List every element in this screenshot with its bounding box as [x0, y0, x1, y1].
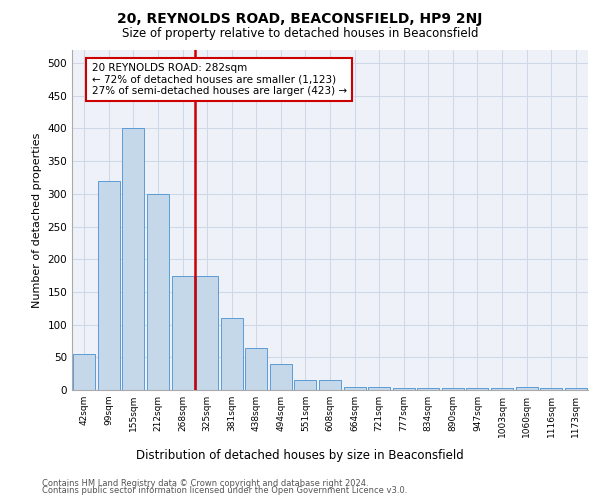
Bar [270, 364, 292, 390]
Bar [466, 388, 488, 390]
Bar [319, 380, 341, 390]
Bar [417, 388, 439, 390]
Text: 20, REYNOLDS ROAD, BEACONSFIELD, HP9 2NJ: 20, REYNOLDS ROAD, BEACONSFIELD, HP9 2NJ [118, 12, 482, 26]
Bar [515, 386, 538, 390]
Bar [98, 181, 120, 390]
Bar [565, 388, 587, 390]
Bar [442, 388, 464, 390]
Bar [147, 194, 169, 390]
Bar [392, 388, 415, 390]
Bar [73, 354, 95, 390]
Y-axis label: Number of detached properties: Number of detached properties [32, 132, 42, 308]
Bar [491, 388, 513, 390]
Text: Size of property relative to detached houses in Beaconsfield: Size of property relative to detached ho… [122, 28, 478, 40]
Bar [344, 386, 365, 390]
Bar [540, 388, 562, 390]
Bar [295, 380, 316, 390]
Text: Contains HM Land Registry data © Crown copyright and database right 2024.: Contains HM Land Registry data © Crown c… [42, 478, 368, 488]
Text: Distribution of detached houses by size in Beaconsfield: Distribution of detached houses by size … [136, 448, 464, 462]
Bar [122, 128, 145, 390]
Text: 20 REYNOLDS ROAD: 282sqm
← 72% of detached houses are smaller (1,123)
27% of sem: 20 REYNOLDS ROAD: 282sqm ← 72% of detach… [92, 63, 347, 96]
Bar [245, 348, 268, 390]
Bar [368, 386, 390, 390]
Bar [196, 276, 218, 390]
Text: Contains public sector information licensed under the Open Government Licence v3: Contains public sector information licen… [42, 486, 407, 495]
Bar [221, 318, 243, 390]
Bar [172, 276, 194, 390]
